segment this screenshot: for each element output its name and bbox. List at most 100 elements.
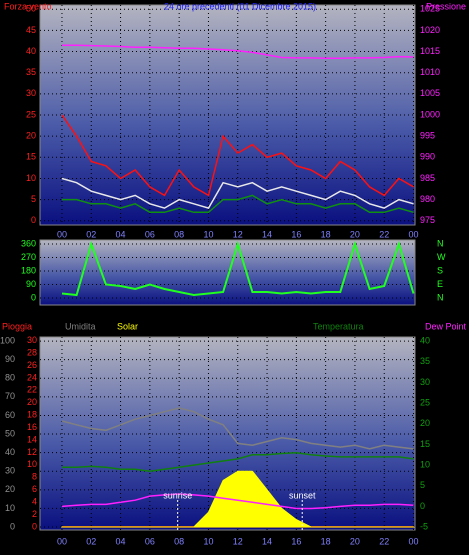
legend-entry: Umidita [65,321,96,331]
y-tick-label: 5 [31,194,36,204]
area [60,470,416,528]
y3-tick-label: 30 [27,335,37,345]
y-tick-label: 45 [26,25,36,35]
legend-entry: Dew Point [425,321,467,331]
y3-tick-label: 6 [32,484,37,494]
y2-axis-label: Pressione [426,1,466,11]
y2-tick-label: 20 [420,418,430,428]
x-tick-label: 14 [262,536,272,546]
y-tick-label: 50 [26,4,36,14]
x-tick-label: 02 [86,229,96,239]
x-tick-label: 10 [203,536,213,546]
series-line [61,493,414,510]
y-tick-label: 90 [5,354,15,364]
y-tick-label: 90 [26,279,36,289]
y2-tick-label: 1020 [420,25,440,35]
y3-tick-label: 4 [32,496,37,506]
x-tick-label: 04 [116,536,126,546]
x-tick-label: 04 [116,229,126,239]
y-tick-label: 20 [5,484,15,494]
series-line [62,194,414,214]
x-tick-label: 00 [409,229,419,239]
y3-tick-label: 24 [27,372,37,382]
x-tick-label: 06 [145,536,155,546]
chart-title: 24 ore precedenti (01 Dicembre 2015) [164,1,316,11]
y3-tick-label: 10 [27,459,37,469]
x-tick-label: 02 [86,536,96,546]
annotation-text: sunset [289,490,316,500]
y2-tick-label: 1025 [420,4,440,14]
y2-tick-label: N [437,292,444,302]
y-tick-label: 30 [5,466,15,476]
y-tick-label: 35 [26,67,36,77]
y2-tick-label: 1010 [420,67,440,77]
y-tick-label: 180 [21,265,36,275]
y2-tick-label: 30 [420,377,430,387]
series-line [61,114,414,197]
y-tick-label: 360 [21,238,36,248]
y3-tick-label: 12 [27,447,37,457]
y3-tick-label: 2 [32,509,37,519]
y-tick-label: 270 [21,252,36,262]
y2-tick-label: 25 [420,397,430,407]
x-tick-label: 20 [350,229,360,239]
y2-tick-label: 1005 [420,88,440,98]
x-tick-label: 08 [174,536,184,546]
y-tick-label: 40 [5,447,15,457]
y-tick-label: 100 [0,335,15,345]
y2-tick-label: 40 [420,336,430,346]
x-tick-label: 22 [379,229,389,239]
y-tick-label: 0 [31,292,36,302]
x-tick-label: 18 [321,536,331,546]
y3-tick-label: 26 [27,360,37,370]
x-tick-label: 12 [233,229,243,239]
x-tick-label: 06 [145,229,155,239]
y2-tick-label: 1000 [420,109,440,119]
y2-tick-label: N [437,238,444,248]
y3-tick-label: 16 [27,422,37,432]
y3-tick-label: 18 [27,410,37,420]
legend-entry: Solar [117,321,138,331]
legend-entry: Temperatura [313,321,364,331]
y2-tick-label: 995 [420,131,435,141]
y-tick-label: 30 [26,88,36,98]
y-tick-label: 60 [5,410,15,420]
y3-tick-label: 28 [27,348,37,358]
y2-tick-label: 1015 [420,46,440,56]
y3-tick-label: 14 [27,434,37,444]
x-tick-label: 20 [350,536,360,546]
y2-tick-label: 0 [420,501,425,511]
y2-tick-label: 35 [420,356,430,366]
y2-tick-label: E [437,279,443,289]
y2-tick-label: 980 [420,194,435,204]
x-tick-label: 00 [57,229,67,239]
series-line [61,407,414,450]
series-line [61,240,415,297]
x-tick-label: 00 [409,536,419,546]
y-tick-label: 80 [5,373,15,383]
y-tick-label: 0 [31,215,36,225]
legend-entry: Pioggia [2,321,32,331]
y-tick-label: 0 [10,521,15,531]
y-axis-label: Forza vento [4,1,52,11]
y2-tick-label: 990 [420,152,435,162]
y2-tick-label: 15 [420,439,430,449]
y-tick-label: 20 [26,131,36,141]
y-tick-label: 15 [26,152,36,162]
y3-tick-label: 22 [27,385,37,395]
series-line [61,177,414,209]
series-line [62,451,414,473]
y2-tick-label: 985 [420,173,435,183]
y3-tick-label: 20 [27,397,37,407]
y2-tick-label: 10 [420,459,430,469]
y2-tick-label: 975 [420,215,435,225]
y-tick-label: 40 [26,46,36,56]
y3-tick-label: 8 [32,472,37,482]
x-tick-label: 16 [291,229,301,239]
y-tick-label: 10 [5,503,15,513]
annotation-text: sunrise [163,490,192,500]
y2-tick-label: 5 [420,480,425,490]
x-tick-label: 14 [262,229,272,239]
